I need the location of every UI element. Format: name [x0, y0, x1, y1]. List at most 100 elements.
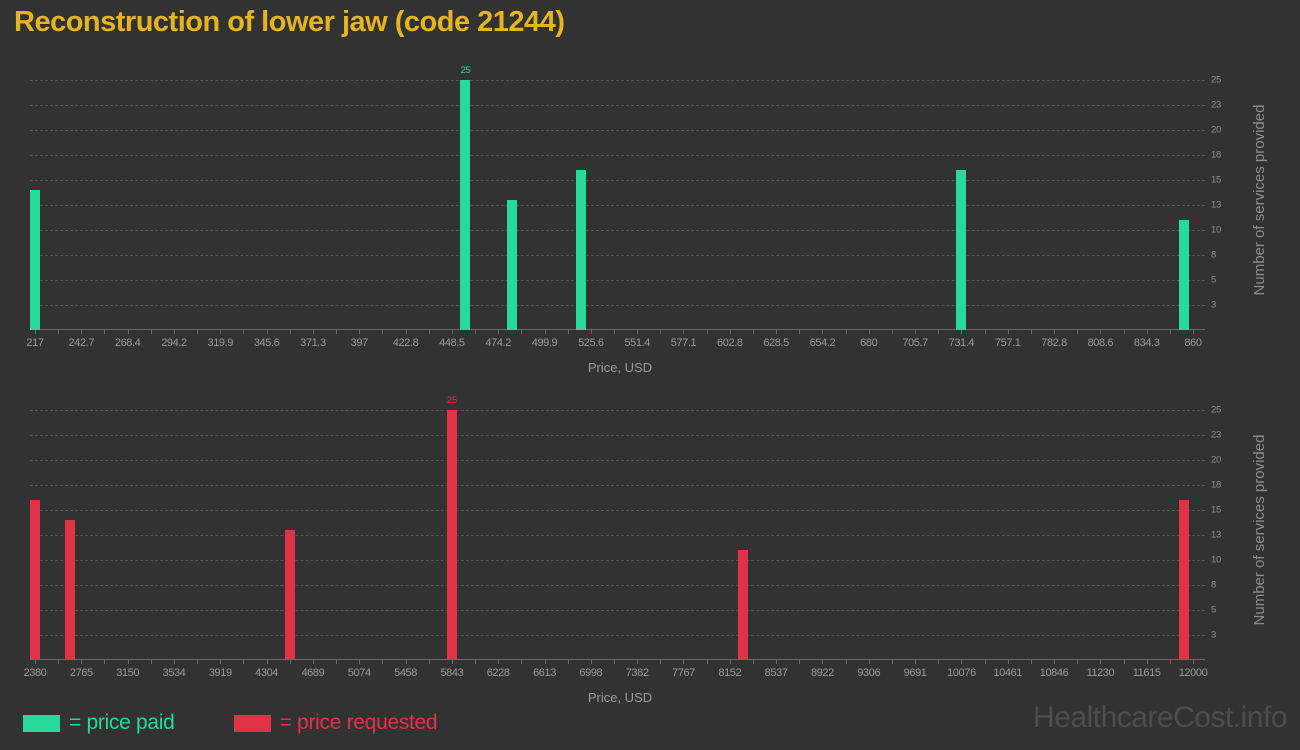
axis-tick-mark [660, 660, 662, 664]
axis-tick-mark [197, 660, 199, 664]
x-tick-label: 12000 [1178, 667, 1208, 679]
axis-tick-mark [637, 330, 639, 334]
x-tick-label: 11230 [1086, 667, 1115, 679]
axis-tick-mark [428, 330, 430, 334]
x-tick-label: 371.3 [300, 337, 326, 349]
axis-tick-mark [683, 660, 685, 664]
gridline [30, 130, 1205, 131]
x-tick-label: 6998 [579, 667, 603, 679]
x-tick-label: 628.5 [763, 337, 789, 349]
price-requested-histogram-bar [285, 530, 296, 660]
gridline [30, 485, 1205, 486]
gridline [30, 155, 1205, 156]
x-tick-label: 474.2 [485, 337, 511, 349]
axis-tick-mark [891, 330, 893, 334]
axis-tick-mark [938, 330, 940, 334]
axis-tick-mark [1123, 660, 1125, 664]
x-tick-label: 4689 [301, 667, 325, 679]
price-paid-label: = price paid [69, 711, 175, 734]
axis-tick-mark [243, 330, 245, 334]
axis-tick-mark [1030, 660, 1032, 664]
axis-tick-mark [220, 660, 222, 664]
axis-tick-mark [544, 330, 546, 334]
axis-tick-mark [868, 660, 870, 664]
axis-tick-mark [915, 330, 917, 334]
price-requested-histogram-bar [30, 500, 40, 660]
axis-tick-mark [104, 330, 106, 334]
axis-tick-mark [1007, 330, 1009, 334]
axis-tick-mark [498, 330, 500, 334]
y-tick-label: 3 [1211, 629, 1216, 641]
axis-tick-mark [150, 330, 152, 334]
axis-tick-mark [915, 660, 917, 664]
axis-tick-mark [336, 330, 338, 334]
axis-tick-mark [567, 330, 569, 334]
axis-tick-mark [822, 660, 824, 664]
axis-tick-mark [590, 660, 592, 664]
x-axis-line [30, 659, 1205, 660]
axis-tick-mark [1123, 330, 1125, 334]
gridline [30, 255, 1205, 256]
axis-tick-mark [822, 330, 824, 334]
x-tick-label: 319.9 [207, 337, 234, 349]
price-paid-histogram-bar [507, 200, 518, 330]
axis-tick-mark [961, 660, 963, 664]
x-tick-label: 8152 [718, 667, 742, 679]
axis-tick-mark [81, 660, 83, 664]
x-tick-label: 731.4 [948, 337, 975, 349]
y-axis-title: Number of services provided [1251, 434, 1268, 626]
x-tick-label: 499.9 [531, 337, 558, 349]
axis-tick-mark [475, 330, 477, 334]
axis-tick-mark [891, 660, 893, 664]
x-tick-label: 5458 [394, 667, 417, 679]
gridline [30, 280, 1205, 281]
axis-tick-mark [706, 330, 708, 334]
axis-tick-mark [1100, 330, 1102, 334]
y-tick-label: 3 [1211, 299, 1216, 311]
x-tick-label: 2765 [69, 667, 93, 679]
axis-tick-mark [1193, 660, 1194, 664]
x-tick-label: 345.6 [253, 337, 280, 349]
axis-tick-mark [289, 660, 291, 664]
y-axis-title: Number of services provided [1251, 104, 1268, 296]
x-tick-label: 808.6 [1087, 337, 1114, 349]
axis-tick-mark [1030, 330, 1032, 334]
price-requested-histogram-bar [1179, 500, 1190, 660]
x-tick-label: 217 [26, 337, 44, 349]
gridline [30, 460, 1205, 461]
x-tick-label: 525.6 [578, 337, 604, 349]
axis-tick-mark [1054, 660, 1056, 664]
axis-tick-mark [382, 330, 384, 334]
axis-tick-mark [498, 660, 500, 664]
y-tick-label: 18 [1211, 149, 1221, 161]
axis-tick-mark [868, 330, 870, 334]
gridline [30, 610, 1205, 611]
x-tick-label: 5074 [347, 667, 371, 679]
site-watermark: HealthcareCost.info [1033, 701, 1287, 734]
page-title: Reconstruction of lower jaw (code 21244) [14, 6, 565, 38]
x-tick-label: 242.7 [68, 337, 95, 349]
axis-tick-mark [266, 660, 268, 664]
axis-tick-mark [35, 660, 36, 664]
axis-tick-mark [590, 330, 592, 334]
x-tick-label: 448.5 [439, 337, 465, 349]
axis-tick-mark [845, 660, 847, 664]
axis-tick-mark [544, 660, 546, 664]
axis-tick-mark [127, 330, 129, 334]
gridline [30, 635, 1205, 636]
x-tick-label: 294.2 [161, 337, 187, 349]
y-tick-label: 15 [1211, 504, 1221, 516]
axis-tick-mark [382, 660, 384, 664]
x-tick-label: 577.1 [670, 337, 697, 349]
price-requested-label: = price requested [279, 711, 438, 734]
x-tick-label: 3919 [208, 667, 232, 679]
y-tick-label: 20 [1211, 454, 1221, 466]
bar-value-label: 25 [460, 65, 471, 76]
x-tick-label: 757.1 [994, 337, 1021, 349]
axis-tick-mark [359, 330, 361, 334]
x-tick-label: 268.4 [114, 337, 141, 349]
x-tick-label: 4304 [255, 667, 279, 679]
axis-tick-mark [428, 660, 430, 664]
axis-tick-mark [197, 330, 199, 334]
plot-area: 25 [30, 65, 1205, 330]
